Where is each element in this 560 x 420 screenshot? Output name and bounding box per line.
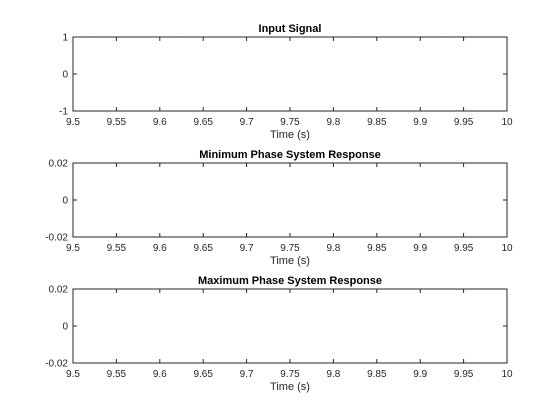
x-axis-label: Time (s) xyxy=(270,129,310,141)
x-tick-label: 9.65 xyxy=(193,117,213,128)
chart-title: Minimum Phase System Response xyxy=(199,149,381,161)
x-tick-label: 9.8 xyxy=(326,117,340,128)
y-tick-label: 0 xyxy=(62,322,68,333)
axes-frame xyxy=(72,162,508,238)
chart-title: Input Signal xyxy=(259,23,322,35)
x-tick-label: 9.6 xyxy=(153,117,167,128)
subplot-1: 9.5 9.55 9.6 9.65 9.7 9.75 9.8 9.85 9.9 9.95 10 -1 0… xyxy=(59,23,513,141)
chart-title: Maximum Phase System Response xyxy=(198,275,382,287)
y-tick-label: 0 xyxy=(62,196,68,207)
x-tick-label: 9.95 xyxy=(454,243,474,254)
y-tick-label: -1 xyxy=(59,107,68,118)
subplot-3: 9.5 9.55 9.6 9.65 9.7 9.75 9.8 9.85 9.9 9.95 10 -0.… xyxy=(45,275,513,393)
x-tick-label: 9.5 xyxy=(66,369,80,380)
x-tick-label: 9.9 xyxy=(413,243,427,254)
x-tick-label: 10 xyxy=(501,117,513,128)
y-tick-label: 0.02 xyxy=(49,285,69,296)
y-tick-label: -0.02 xyxy=(45,233,68,244)
x-tick-label: 9.55 xyxy=(107,369,127,380)
x-tick-label: 9.95 xyxy=(454,117,474,128)
y-tick-label: 0 xyxy=(62,70,68,81)
x-tick-label: 9.6 xyxy=(153,369,167,380)
x-tick-label: 9.7 xyxy=(240,243,254,254)
x-tick-label: 9.95 xyxy=(454,369,474,380)
x-tick-label: 9.5 xyxy=(66,243,80,254)
x-tick-label: 9.9 xyxy=(413,117,427,128)
x-tick-label: 10 xyxy=(501,243,513,254)
x-tick-label: 9.6 xyxy=(153,243,167,254)
x-tick-label: 9.65 xyxy=(193,369,213,380)
x-tick-label: 9.7 xyxy=(240,117,254,128)
y-tick-label: -0.02 xyxy=(45,359,68,370)
x-tick-label: 9.85 xyxy=(367,369,387,380)
x-axis-label: Time (s) xyxy=(270,381,310,393)
x-tick-label: 9.5 xyxy=(66,117,80,128)
axes-frame xyxy=(72,288,508,364)
x-axis-label: Time (s) xyxy=(270,255,310,267)
x-tick-label: 9.75 xyxy=(280,117,300,128)
x-tick-label: 9.85 xyxy=(367,243,387,254)
x-tick-label: 10 xyxy=(501,369,513,380)
x-tick-label: 9.75 xyxy=(280,243,300,254)
x-tick-label: 9.7 xyxy=(240,369,254,380)
axes-frame xyxy=(72,36,508,112)
subplot-2: 9.5 9.55 9.6 9.65 9.7 9.75 9.8 9.85 9.9 9.95 10 -0.… xyxy=(45,149,513,267)
x-tick-label: 9.55 xyxy=(107,117,127,128)
x-tick-label: 9.65 xyxy=(193,243,213,254)
x-tick-label: 9.85 xyxy=(367,117,387,128)
x-tick-label: 9.55 xyxy=(107,243,127,254)
x-tick-label: 9.9 xyxy=(413,369,427,380)
x-tick-label: 9.8 xyxy=(326,369,340,380)
x-tick-label: 9.8 xyxy=(326,243,340,254)
y-tick-label: 1 xyxy=(62,33,68,44)
y-tick-label: 0.02 xyxy=(49,159,69,170)
x-tick-label: 9.75 xyxy=(280,369,300,380)
